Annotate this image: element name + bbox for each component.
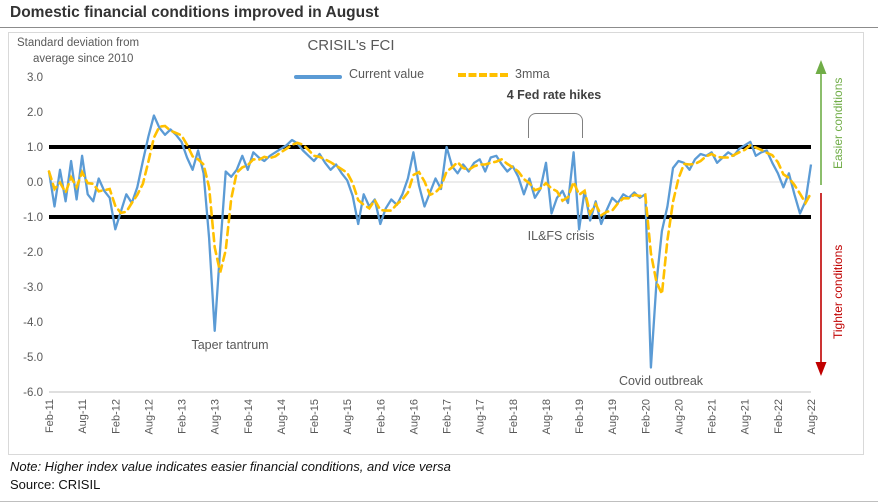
y-tick-label: 3.0 <box>27 72 43 84</box>
x-tick-label: Feb-21 <box>707 399 719 434</box>
y-axis-unit-label-line2: average since 2010 <box>33 53 134 65</box>
y-tick-label: -4.0 <box>23 317 43 329</box>
easier-conditions-label: Easier conditions <box>831 77 845 169</box>
fci-line-chart: 3.02.01.00.0-1.0-2.0-3.0-4.0-5.0-6.0Feb-… <box>23 60 827 434</box>
x-tick-label: Aug-15 <box>342 399 354 434</box>
annotation-taper-tantrum: Taper tantrum <box>191 338 269 352</box>
legend-current-label: Current value <box>349 67 425 81</box>
x-tick-label: Aug-22 <box>806 399 818 434</box>
x-tick-label: Aug-14 <box>276 399 288 434</box>
y-tick-label: -5.0 <box>23 352 43 364</box>
chart-heading: CRISIL's FCI <box>307 37 395 54</box>
x-tick-label: Feb-16 <box>375 399 387 434</box>
y-tick-label: -6.0 <box>23 387 43 399</box>
x-tick-label: Feb-11 <box>44 399 56 433</box>
y-tick-label: -1.0 <box>23 212 43 224</box>
x-tick-label: Aug-18 <box>541 399 553 434</box>
page-title: Domestic financial conditions improved i… <box>10 4 379 21</box>
fed-rate-hikes-bracket <box>528 113 583 138</box>
chart-box: Standard deviation from average since 20… <box>8 32 864 455</box>
tighter-arrow-head-icon <box>815 362 827 376</box>
easier-arrow-head-icon <box>815 60 827 74</box>
source-line: Source: CRISIL <box>10 477 101 492</box>
x-tick-label: Feb-22 <box>773 399 785 434</box>
tighter-conditions-label: Tighter conditions <box>831 244 845 340</box>
y-tick-label: -2.0 <box>23 247 43 259</box>
x-tick-label: Feb-14 <box>243 399 255 434</box>
x-tick-label: Aug-16 <box>408 399 420 434</box>
x-tick-label: Feb-20 <box>640 399 652 434</box>
y-tick-label: 1.0 <box>27 142 43 154</box>
x-tick-label: Feb-13 <box>177 399 189 434</box>
y-tick-label: 2.0 <box>27 107 43 119</box>
bottom-divider <box>0 501 878 502</box>
legend-current-swatch <box>294 75 342 79</box>
annotation-ilfs-crisis: IL&FS crisis <box>527 229 595 243</box>
y-tick-label: 0.0 <box>27 177 43 189</box>
legend-3mma-swatch <box>458 73 508 77</box>
footnote: Note: Higher index value indicates easie… <box>10 459 451 474</box>
x-tick-label: Feb-15 <box>309 399 321 434</box>
annotation-fed-rate-hikes: 4 Fed rate hikes <box>506 88 602 102</box>
legend-3mma-label: 3mma <box>515 67 550 81</box>
series-current-value <box>47 114 813 369</box>
title-divider <box>0 27 878 28</box>
x-tick-label: Aug-12 <box>143 399 155 434</box>
x-tick-label: Feb-19 <box>574 399 586 434</box>
x-tick-label: Feb-12 <box>110 399 122 434</box>
x-tick-label: Aug-20 <box>673 399 685 434</box>
x-tick-label: Aug-11 <box>77 399 89 434</box>
x-tick-label: Feb-17 <box>442 399 454 434</box>
x-tick-label: Aug-19 <box>607 399 619 434</box>
x-tick-label: Aug-17 <box>475 399 487 434</box>
annotation-covid-outbreak: Covid outbreak <box>618 374 704 388</box>
y-tick-label: -3.0 <box>23 282 43 294</box>
x-tick-label: Aug-21 <box>740 399 752 434</box>
series-3mma <box>47 124 813 299</box>
y-axis-unit-label-line1: Standard deviation from <box>17 37 140 49</box>
x-tick-label: Aug-13 <box>210 399 222 434</box>
x-tick-label: Feb-18 <box>508 399 520 434</box>
